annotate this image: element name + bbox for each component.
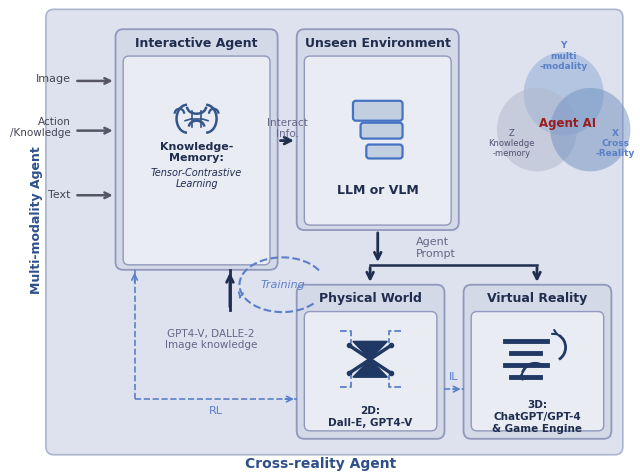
Text: Agent AI: Agent AI [539, 117, 596, 130]
Text: RL: RL [209, 406, 223, 416]
Text: Z
Knowledge
-memory: Z Knowledge -memory [488, 129, 534, 159]
FancyBboxPatch shape [360, 123, 403, 139]
Text: X
Cross
-Reality: X Cross -Reality [595, 129, 635, 159]
Text: Tensor-Contrastive
Learning: Tensor-Contrastive Learning [151, 168, 242, 189]
Text: Training: Training [260, 280, 305, 290]
Text: Knowledge-
Memory:: Knowledge- Memory: [160, 142, 233, 163]
Text: LLM or VLM: LLM or VLM [337, 184, 419, 197]
Text: Multi-modality Agent: Multi-modality Agent [30, 146, 43, 294]
Text: IL: IL [449, 372, 459, 382]
Text: Y
multi
-modality: Y multi -modality [540, 41, 588, 71]
FancyBboxPatch shape [463, 285, 611, 439]
Text: Image: Image [36, 74, 70, 84]
FancyBboxPatch shape [297, 29, 459, 230]
FancyBboxPatch shape [116, 29, 278, 270]
Text: Text: Text [48, 190, 70, 200]
Polygon shape [353, 359, 387, 377]
Circle shape [524, 52, 604, 136]
FancyBboxPatch shape [305, 56, 451, 225]
FancyBboxPatch shape [297, 285, 445, 439]
Text: Physical World: Physical World [319, 292, 422, 305]
FancyBboxPatch shape [305, 312, 437, 431]
Polygon shape [353, 341, 387, 359]
Text: 2D:
Dall-E, GPT4-V: 2D: Dall-E, GPT4-V [328, 406, 412, 428]
Text: Interact
Info.: Interact Info. [267, 118, 308, 139]
Text: Unseen Environment: Unseen Environment [305, 37, 451, 50]
Text: Interactive Agent: Interactive Agent [135, 37, 258, 50]
Circle shape [497, 88, 577, 171]
Text: Agent
Prompt: Agent Prompt [416, 237, 456, 259]
Circle shape [550, 88, 630, 171]
FancyBboxPatch shape [123, 56, 270, 265]
FancyBboxPatch shape [471, 312, 604, 431]
Text: Cross-reality Agent: Cross-reality Agent [245, 456, 396, 471]
Text: GPT4-V, DALLE-2
Image knowledge: GPT4-V, DALLE-2 Image knowledge [164, 328, 257, 350]
FancyBboxPatch shape [366, 145, 403, 159]
FancyBboxPatch shape [46, 10, 623, 455]
Text: Action
/Knowledge: Action /Knowledge [10, 117, 70, 139]
Text: Virtual Reality: Virtual Reality [487, 292, 587, 305]
FancyBboxPatch shape [353, 101, 403, 121]
Text: 3D:
ChatGPT/GPT-4
& Game Engine: 3D: ChatGPT/GPT-4 & Game Engine [492, 400, 582, 434]
